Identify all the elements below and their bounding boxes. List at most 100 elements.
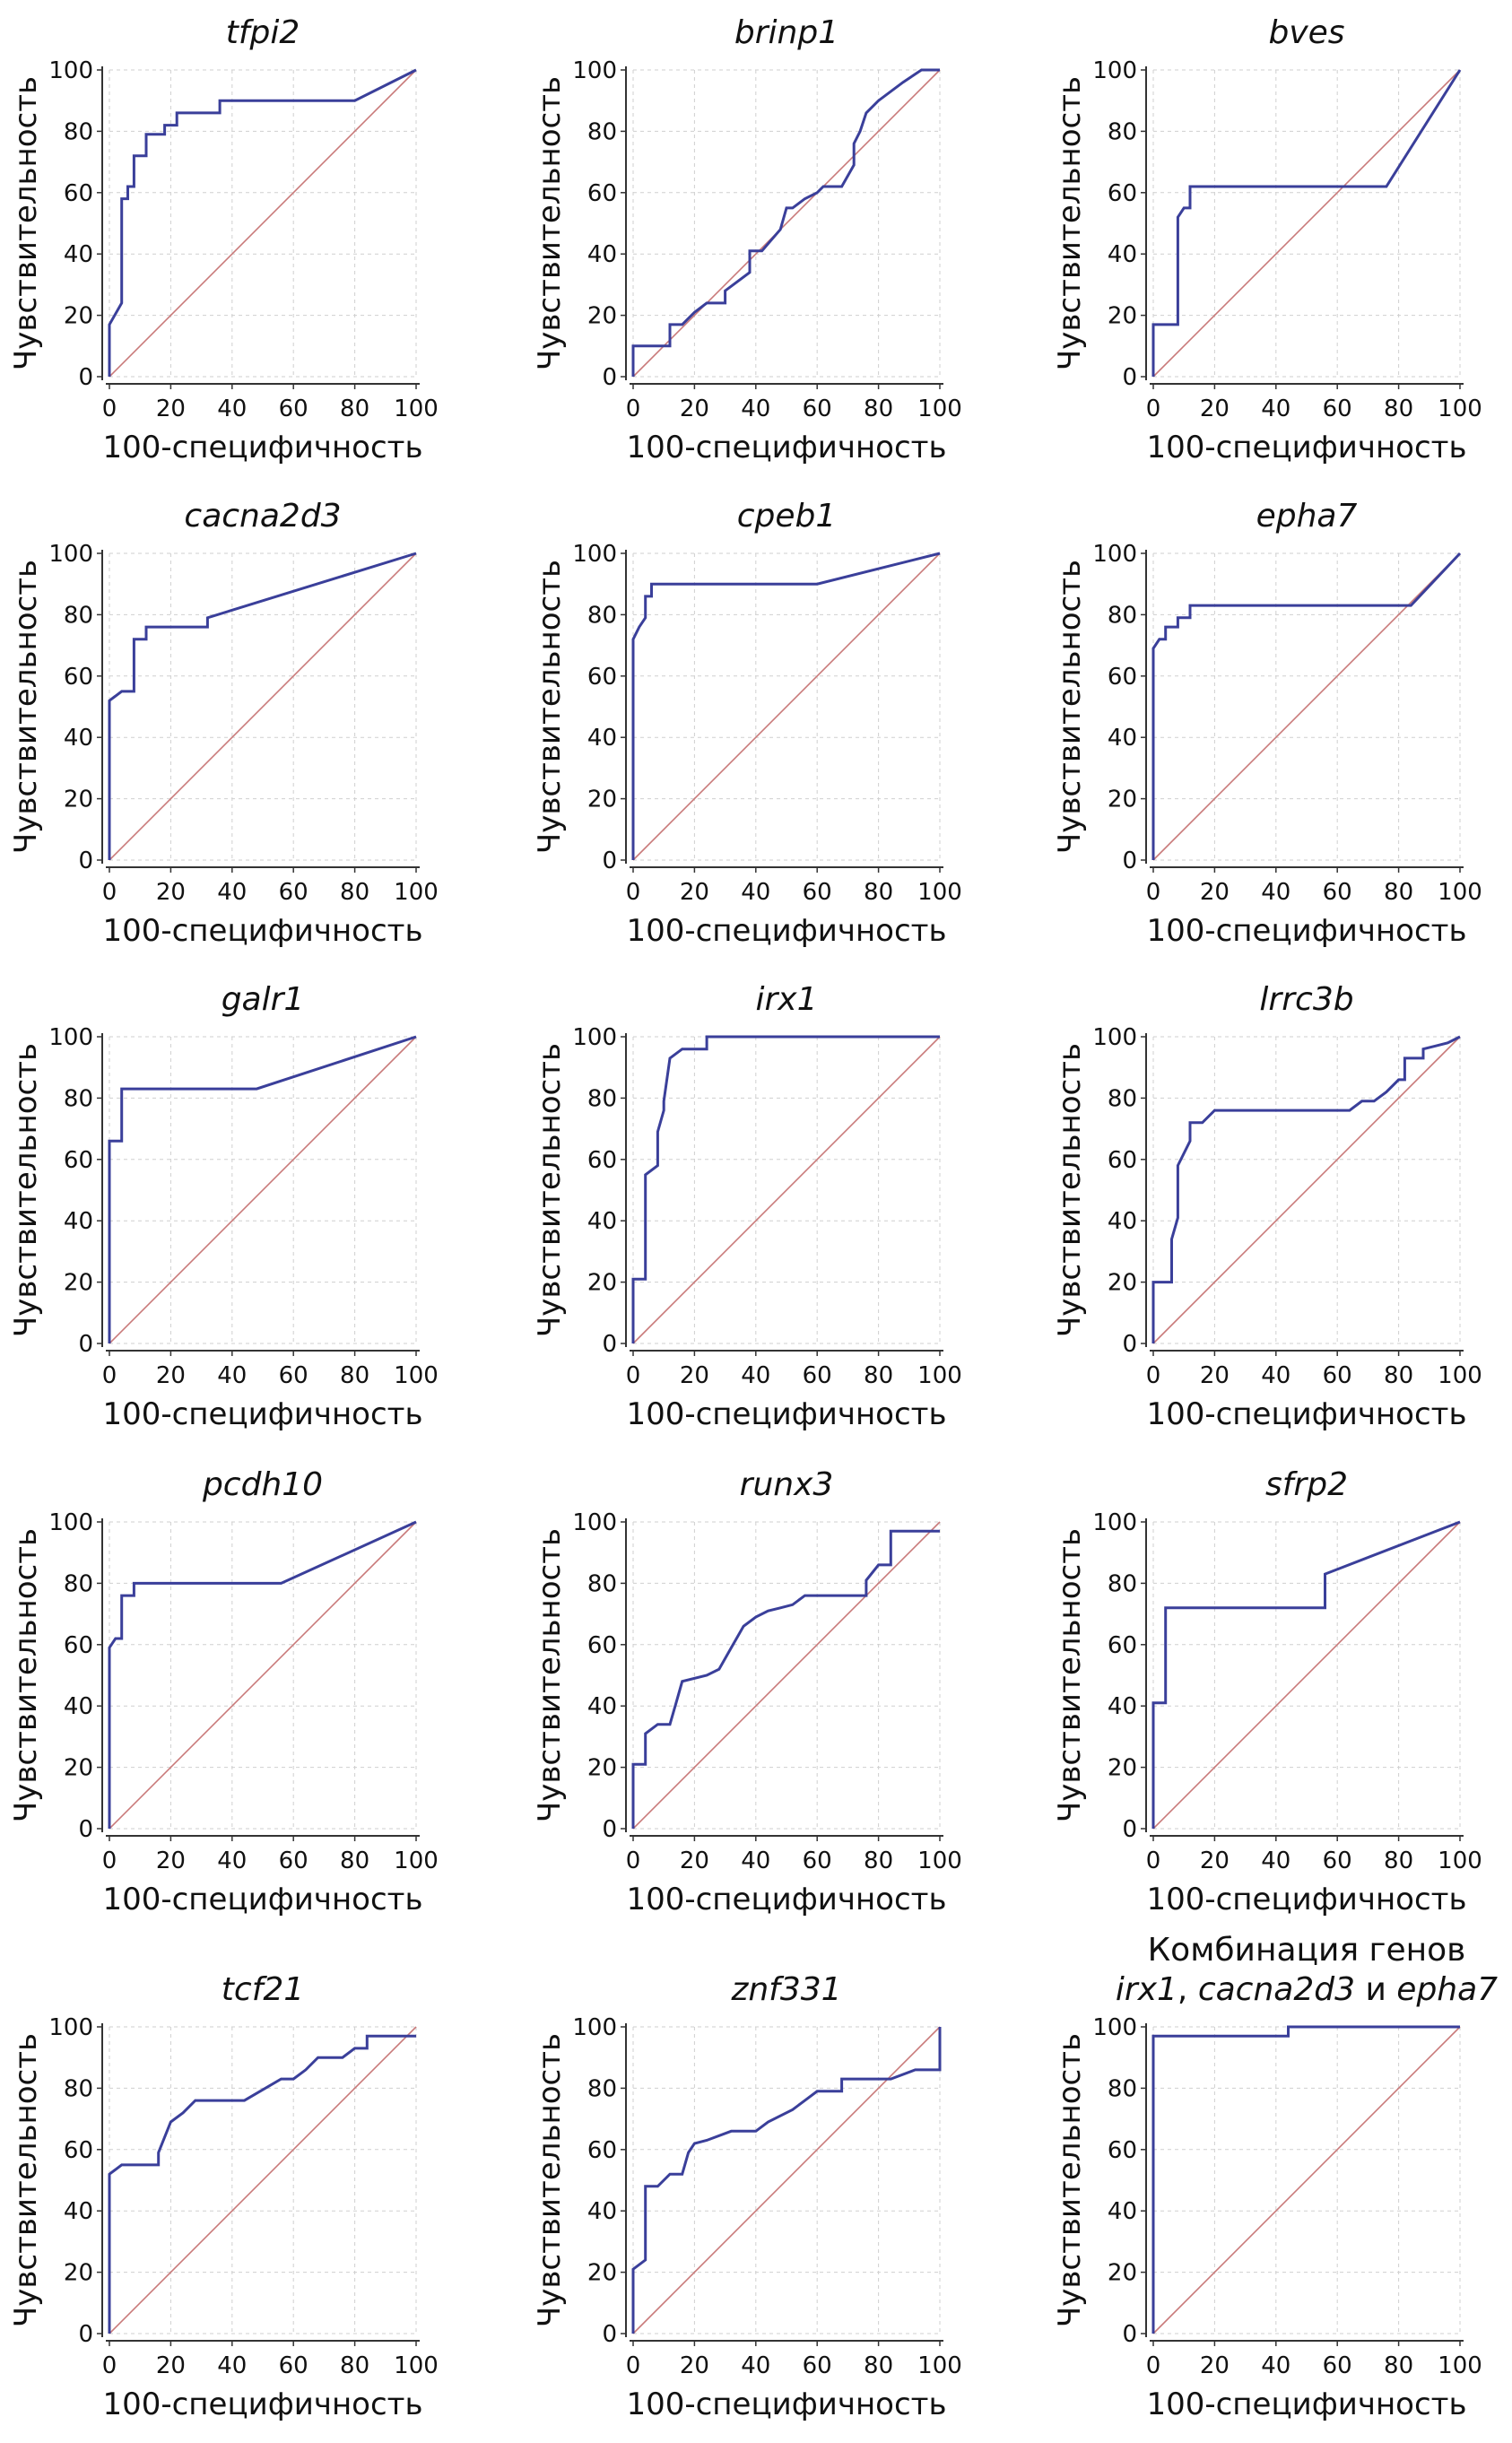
y-tick-label: 0 xyxy=(1122,1331,1137,1358)
x-tick-label: 40 xyxy=(1261,879,1290,906)
roc-panel-9: 0 20 40 60 80 100 0 20 40 60 80 100 100-специфичност… xyxy=(1052,981,1482,1432)
x-tick-label: 100 xyxy=(1438,879,1482,906)
x-tick-label: 100 xyxy=(917,1847,962,1874)
reference-diagonal-line xyxy=(632,1521,941,1830)
panel-title: bves xyxy=(1268,14,1344,51)
roc-curve-line xyxy=(108,2034,416,2334)
x-tick-label: 60 xyxy=(1323,1362,1352,1389)
y-tick-label: 0 xyxy=(78,1331,93,1358)
y-tick-label: 0 xyxy=(1122,2321,1137,2348)
x-axis-label: 100-специфичность xyxy=(1146,1882,1466,1917)
x-axis-label: 100-специфичность xyxy=(626,1396,946,1432)
y-tick-label: 80 xyxy=(1108,118,1137,145)
title-conjunction: и xyxy=(1355,1971,1396,2008)
x-tick-label: 60 xyxy=(1323,879,1352,906)
y-tick-label: 100 xyxy=(1092,541,1137,568)
x-axis-label: 100-специфичность xyxy=(1146,2386,1466,2422)
y-tick-label: 0 xyxy=(602,848,617,874)
y-tick-label: 60 xyxy=(1108,2137,1137,2164)
x-tick-label: 80 xyxy=(1384,1362,1413,1389)
y-tick-label: 40 xyxy=(64,241,93,268)
y-tick-label: 20 xyxy=(1108,1270,1137,1297)
y-axis-label: Чувствительность xyxy=(1052,76,1088,370)
y-tick-label: 20 xyxy=(587,1755,617,1782)
y-tick-label: 60 xyxy=(587,2137,617,2164)
x-tick-label: 20 xyxy=(156,396,186,422)
y-tick-label: 60 xyxy=(587,180,617,207)
x-tick-label: 80 xyxy=(864,396,893,422)
x-tick-label: 0 xyxy=(626,1362,641,1389)
x-tick-label: 0 xyxy=(626,879,641,906)
panel-title-line2: irx1, cacna2d3 и epha7 xyxy=(1116,1971,1498,2008)
x-tick-label: 20 xyxy=(680,396,709,422)
x-tick-label: 0 xyxy=(1146,1362,1161,1389)
y-tick-label: 80 xyxy=(587,1085,617,1112)
x-tick-label: 40 xyxy=(1261,396,1290,422)
y-tick-label: 100 xyxy=(48,1024,93,1051)
y-tick-label: 20 xyxy=(64,1270,93,1297)
x-tick-label: 80 xyxy=(1384,2352,1413,2379)
x-tick-label: 80 xyxy=(340,879,369,906)
x-tick-label: 40 xyxy=(217,879,247,906)
x-tick-label: 60 xyxy=(1323,396,1352,422)
x-tick-label: 60 xyxy=(803,879,832,906)
y-tick-label: 20 xyxy=(64,1755,93,1782)
roc-panel-3: 0 20 40 60 80 100 0 20 40 60 80 100 100-специфичност… xyxy=(1052,14,1482,465)
y-tick-label: 20 xyxy=(587,2260,617,2287)
roc-curve-line xyxy=(108,552,417,860)
x-tick-label: 100 xyxy=(394,396,439,422)
reference-diagonal-line xyxy=(109,2026,417,2334)
x-tick-label: 60 xyxy=(279,1362,308,1389)
y-tick-label: 40 xyxy=(64,2198,93,2225)
x-tick-label: 60 xyxy=(803,2352,832,2379)
roc-panel-10: 0 20 40 60 80 100 0 20 40 60 80 100 100-специфичност… xyxy=(8,1466,439,1917)
y-tick-label: 0 xyxy=(1122,848,1137,874)
y-tick-label: 20 xyxy=(1108,2260,1137,2287)
y-axis-label: Чувствительность xyxy=(8,1528,44,1822)
roc-curve-line xyxy=(108,1520,417,1829)
x-tick-label: 100 xyxy=(1438,1362,1482,1389)
x-tick-label: 80 xyxy=(340,1362,369,1389)
y-tick-label: 0 xyxy=(1122,1816,1137,1843)
x-tick-label: 40 xyxy=(741,2352,770,2379)
x-tick-label: 20 xyxy=(156,2352,186,2379)
x-tick-label: 20 xyxy=(156,1847,186,1874)
x-tick-label: 40 xyxy=(741,879,770,906)
reference-diagonal-line xyxy=(1152,552,1461,861)
reference-diagonal-line xyxy=(109,69,417,378)
y-tick-label: 20 xyxy=(64,787,93,813)
y-tick-label: 80 xyxy=(64,1085,93,1112)
y-tick-label: 100 xyxy=(572,1024,617,1051)
y-tick-label: 20 xyxy=(64,303,93,330)
x-tick-label: 40 xyxy=(217,1362,247,1389)
y-tick-label: 80 xyxy=(64,1570,93,1597)
x-tick-label: 0 xyxy=(102,396,117,422)
y-tick-label: 60 xyxy=(64,664,93,691)
panel-title: irx1 xyxy=(755,981,817,1018)
y-axis-label: Чувствительность xyxy=(532,560,568,854)
y-tick-label: 40 xyxy=(1108,2198,1137,2225)
y-tick-label: 20 xyxy=(1108,787,1137,813)
x-axis-label: 100-специфичность xyxy=(102,1396,422,1432)
x-axis-label: 100-специфичность xyxy=(102,2386,422,2422)
x-tick-label: 60 xyxy=(279,1847,308,1874)
y-tick-label: 60 xyxy=(1108,664,1137,691)
y-tick-label: 100 xyxy=(48,57,93,84)
reference-diagonal-line xyxy=(109,1036,417,1344)
y-tick-label: 20 xyxy=(587,1270,617,1297)
x-tick-label: 100 xyxy=(1438,2352,1482,2379)
y-tick-label: 80 xyxy=(1108,602,1137,629)
reference-diagonal-line xyxy=(632,2026,941,2334)
y-tick-label: 40 xyxy=(64,1693,93,1720)
y-tick-label: 40 xyxy=(1108,1208,1137,1235)
x-tick-label: 100 xyxy=(1438,396,1482,422)
x-tick-label: 0 xyxy=(102,1362,117,1389)
x-tick-label: 40 xyxy=(217,2352,247,2379)
x-tick-label: 100 xyxy=(1438,1847,1482,1874)
x-tick-label: 100 xyxy=(394,2352,439,2379)
y-axis-label: Чувствительность xyxy=(8,1043,44,1337)
x-tick-label: 20 xyxy=(1200,396,1230,422)
x-axis-label: 100-специфичность xyxy=(102,1882,422,1917)
y-tick-label: 100 xyxy=(572,1509,617,1536)
